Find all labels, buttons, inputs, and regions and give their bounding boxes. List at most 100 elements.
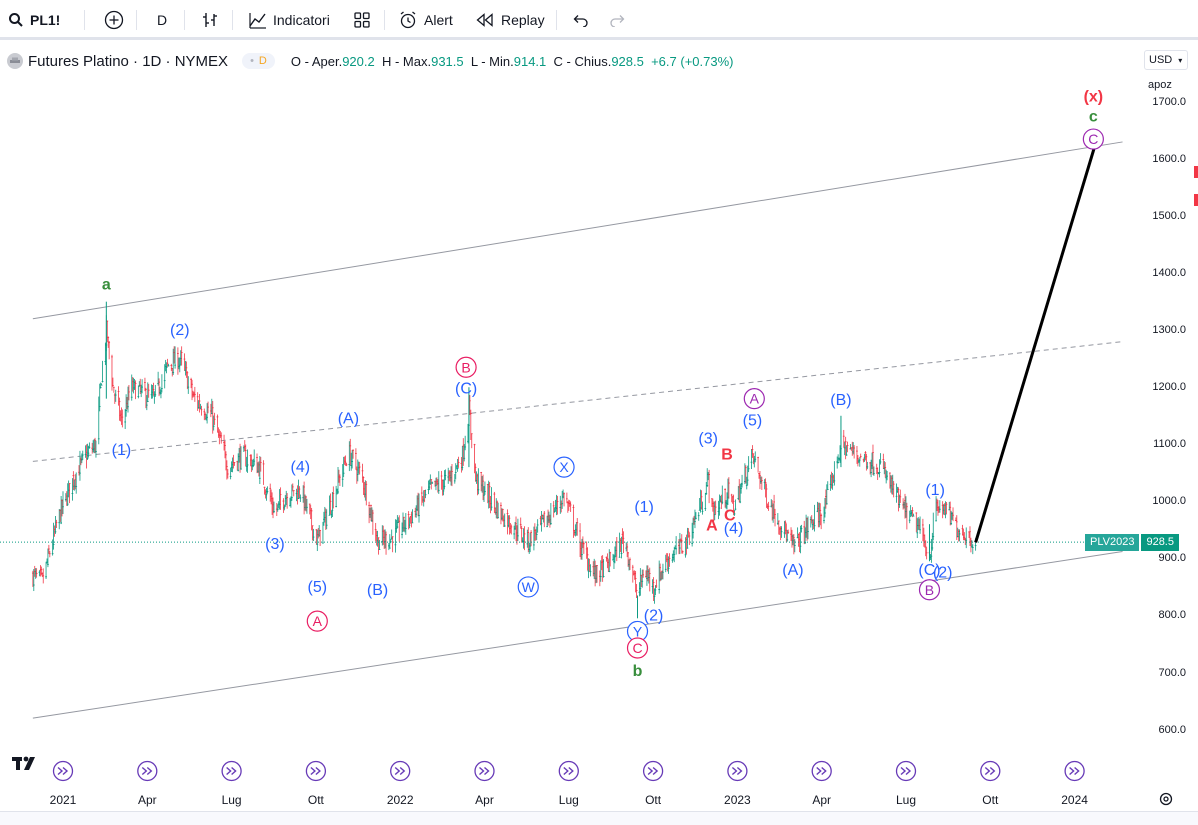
candle: [701, 501, 704, 515]
wave-label[interactable]: (3): [265, 536, 285, 553]
wave-label[interactable]: b: [633, 663, 643, 680]
wave-label[interactable]: (2): [170, 322, 190, 339]
candle: [694, 509, 696, 529]
indicators-button[interactable]: Indicatori: [248, 0, 330, 40]
wave-label[interactable]: (4): [724, 521, 744, 538]
layouts-button[interactable]: [353, 0, 371, 40]
price-chart[interactable]: a(1)(2)(3)(4)(5)A(A)(B)B(C)XWYCb(1)(2)(3…: [0, 43, 1140, 787]
replay-marker[interactable]: [980, 760, 1001, 782]
wave-label[interactable]: (C): [455, 380, 477, 397]
fast-forward-icon: [731, 766, 743, 776]
price-axis[interactable]: 600.0 700.0 800.0 900.0 1000.0 1100.0 1200.0 13…: [1140, 43, 1198, 787]
replay-marker[interactable]: [137, 760, 158, 782]
replay-marker[interactable]: [52, 760, 74, 782]
candle: [101, 360, 104, 383]
candle: [614, 546, 616, 564]
symbol-search-button[interactable]: PL1!: [8, 0, 60, 40]
channel-line-middle[interactable]: [32, 341, 1123, 462]
wave-label[interactable]: (1): [112, 442, 132, 459]
market-status-badge[interactable]: • D: [242, 53, 275, 69]
wave-label[interactable]: (A): [782, 562, 803, 579]
candle: [121, 409, 124, 428]
candle: [543, 511, 546, 528]
replay-marker[interactable]: [1064, 760, 1085, 782]
wave-label[interactable]: (5): [743, 412, 763, 429]
wave-label[interactable]: C: [626, 637, 649, 659]
wave-label[interactable]: (C): [918, 562, 940, 579]
channel-line-lower[interactable]: [32, 551, 1123, 719]
candle: [535, 526, 538, 541]
wave-label[interactable]: (2): [933, 565, 953, 582]
currency-label: USD: [1149, 54, 1173, 66]
candle: [859, 453, 862, 459]
wave-label-text: (x): [1084, 88, 1104, 105]
candle: [291, 483, 294, 492]
time-axis[interactable]: 2021 Apr Lug Ott 2022 Apr Lug Ott 2023 Apr Lug Ott 2…: [0, 787, 1198, 811]
redo-button[interactable]: [609, 0, 627, 40]
settings-gear-icon[interactable]: [1158, 791, 1174, 807]
wave-label[interactable]: W: [517, 576, 539, 598]
candle: [675, 536, 678, 555]
wave-label-text: (C): [455, 380, 477, 397]
replay-button[interactable]: Replay: [476, 0, 545, 40]
replay-marker[interactable]: [727, 760, 748, 782]
candle: [606, 553, 609, 569]
replay-marker[interactable]: [390, 760, 411, 782]
scale-mode-button[interactable]: apoz: [1144, 75, 1188, 95]
wave-label[interactable]: A: [743, 388, 765, 410]
candle: [787, 529, 790, 534]
candle: [919, 516, 921, 534]
wave-label[interactable]: a: [102, 277, 111, 294]
interval-button[interactable]: D: [157, 0, 167, 40]
wave-label[interactable]: (x): [1084, 88, 1104, 105]
undo-button[interactable]: [571, 0, 589, 40]
wave-label[interactable]: B: [721, 447, 733, 464]
candle: [659, 563, 662, 582]
candle: [837, 454, 840, 464]
wave-label[interactable]: C: [1082, 128, 1104, 150]
search-icon: [9, 13, 23, 27]
candle: [673, 546, 676, 563]
alert-button[interactable]: Alert: [398, 0, 453, 40]
candle: [306, 498, 308, 514]
compare-button[interactable]: [104, 0, 124, 40]
wave-label[interactable]: (4): [291, 459, 311, 476]
projection-line[interactable]: [974, 147, 1096, 543]
wave-label[interactable]: B: [455, 356, 477, 378]
candle: [631, 564, 634, 583]
wave-label[interactable]: A: [706, 517, 718, 534]
wave-label-text: (2): [170, 322, 190, 339]
currency-button[interactable]: USD ▾: [1144, 50, 1188, 70]
candle: [443, 470, 446, 490]
replay-marker[interactable]: [305, 760, 327, 782]
chart-symbol-title[interactable]: Futures Platino · 1D · NYMEX: [28, 52, 229, 70]
channel-line-upper[interactable]: [32, 141, 1123, 320]
wave-label[interactable]: (A): [338, 411, 359, 428]
wave-label[interactable]: (3): [698, 431, 718, 448]
wave-label[interactable]: c: [1089, 108, 1098, 125]
wave-label[interactable]: (1): [925, 482, 945, 499]
wave-label[interactable]: A: [306, 610, 328, 632]
replay-marker[interactable]: [558, 760, 579, 782]
replay-marker[interactable]: [895, 760, 917, 782]
wave-label-text: (3): [265, 536, 285, 553]
wave-label[interactable]: (1): [634, 499, 654, 516]
wave-label-text: (C): [918, 562, 940, 579]
candle: [79, 450, 81, 481]
chart-type-button[interactable]: [201, 0, 219, 40]
wave-label[interactable]: (2): [644, 607, 664, 624]
candle: [969, 526, 971, 547]
replay-marker[interactable]: [474, 760, 495, 782]
replay-marker[interactable]: [642, 760, 664, 782]
wave-label[interactable]: C: [724, 508, 736, 525]
wave-label[interactable]: B: [918, 579, 941, 601]
wave-label[interactable]: (B): [830, 392, 851, 409]
wave-label[interactable]: (B): [367, 582, 388, 599]
replay-marker[interactable]: [221, 760, 242, 782]
candle: [269, 483, 272, 502]
wave-label-text: b: [633, 663, 643, 680]
wave-label[interactable]: X: [553, 456, 575, 478]
replay-marker[interactable]: [811, 760, 832, 782]
wave-label[interactable]: (5): [308, 579, 328, 596]
candle: [760, 476, 763, 490]
